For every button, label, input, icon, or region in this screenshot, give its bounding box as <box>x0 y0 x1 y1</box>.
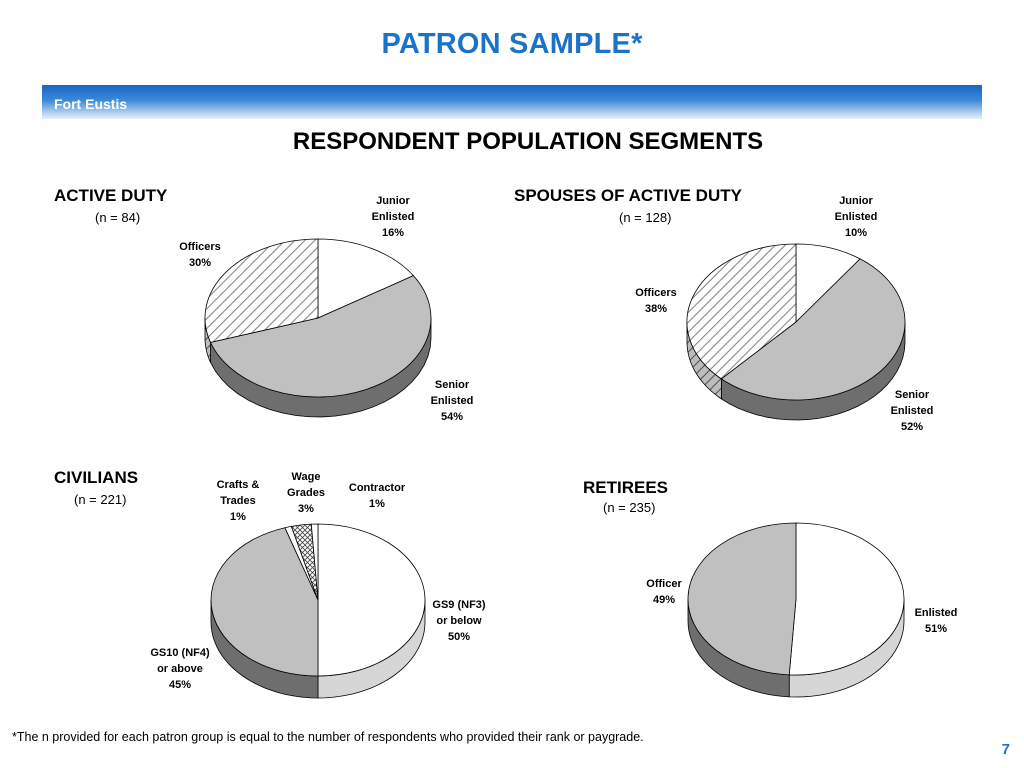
pie-0-slice-0 <box>317 238 415 319</box>
pie-1: Junior Enlisted 10% Senior Enlisted 52% Office… <box>635 195 933 433</box>
page-number: 7 <box>1001 741 1010 758</box>
location-banner: Fort Eustis <box>42 85 982 119</box>
pie-2: GS9 (NF3) or below 50% GS10 (NF4) or above 45… <box>150 471 486 699</box>
pie-1-label-2: Officers 38% <box>635 287 677 315</box>
footnote: *The n provided for each patron group is… <box>12 730 644 744</box>
pie-3-slice-0 <box>788 522 905 676</box>
pie-0-label-2: Officers 30% <box>179 241 221 269</box>
pie-1-label-1: Senior Enlisted 52% <box>891 389 934 433</box>
pie-0-label-0: Junior Enlisted 16% <box>372 195 415 239</box>
location-label: Fort Eustis <box>54 96 128 112</box>
pie-0-slice-1 <box>209 275 432 398</box>
chart-n-civilians: (n = 221) <box>74 492 127 507</box>
pie-2-label-4: Contractor 1% <box>349 482 406 510</box>
pie-0-slice-2 <box>204 238 319 343</box>
chart-title-active-duty: ACTIVE DUTY <box>54 186 168 205</box>
chart-title-spouses: SPOUSES OF ACTIVE DUTY <box>514 186 742 205</box>
pie-3: Enlisted 51% Officer 49% <box>646 522 958 698</box>
pie-3-label-1: Officer 49% <box>646 578 682 606</box>
pie-2-label-2: Crafts & Trades 1% <box>217 479 260 523</box>
pie-2-label-0: GS9 (NF3) or below 50% <box>432 599 486 643</box>
chart-n-retirees: (n = 235) <box>603 500 656 515</box>
page-title: PATRON SAMPLE* <box>381 28 643 60</box>
pie-2-label-3: Wage Grades 3% <box>287 471 325 515</box>
pie-2-label-1: GS10 (NF4) or above 45% <box>150 647 210 691</box>
pie-2-slice-4 <box>310 523 319 601</box>
chart-title-retirees: RETIREES <box>583 478 669 497</box>
pie-3-label-0: Enlisted 51% <box>915 607 958 635</box>
chart-n-active-duty: (n = 84) <box>95 210 141 225</box>
pie-1-slice-1 <box>720 258 906 401</box>
chart-n-spouses: (n = 128) <box>619 210 672 225</box>
pie-3-slice-1 <box>687 522 797 676</box>
chart-title-civilians: CIVILIANS <box>54 468 139 487</box>
section-subtitle: RESPONDENT POPULATION SEGMENTS <box>292 128 764 155</box>
pie-2-slice-0 <box>317 523 426 677</box>
pie-0: Junior Enlisted 16% Senior Enlisted 54% Office… <box>179 195 473 423</box>
pie-0-label-1: Senior Enlisted 54% <box>431 379 474 423</box>
pie-2-slice-1 <box>210 527 319 677</box>
pie-1-label-0: Junior Enlisted 10% <box>835 195 878 239</box>
pie-1-slice-2 <box>686 243 797 380</box>
